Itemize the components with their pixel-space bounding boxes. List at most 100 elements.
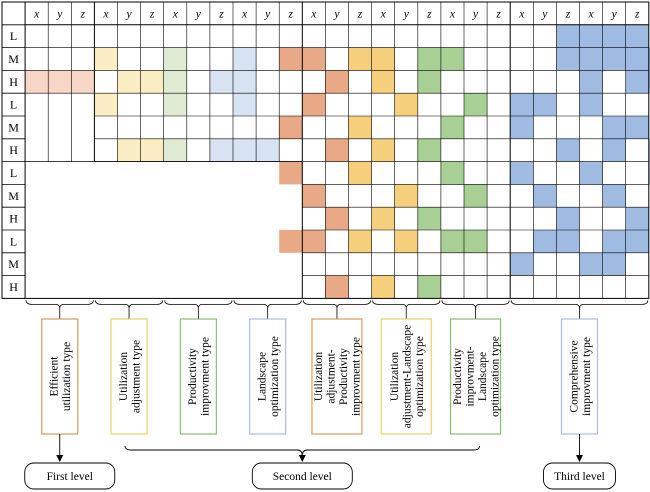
- grid-cell-blue: [533, 230, 557, 253]
- type-box-frame: [449, 318, 502, 435]
- level-box: Third level: [543, 462, 616, 490]
- grid-cell-blue: [579, 161, 603, 185]
- column-header: x: [587, 8, 594, 20]
- type-label-line: Landscape: [477, 352, 489, 401]
- type-label-line: Landscape: [256, 352, 268, 401]
- grid-cell-yellow: [348, 230, 372, 253]
- cell-fills: [25, 24, 650, 299]
- grid-cell-orange: [302, 230, 326, 253]
- column-header: x: [102, 8, 109, 20]
- grid-cell-light-blue: [233, 70, 257, 94]
- grid-cell-blue: [648, 70, 650, 94]
- type-label-line: Productivity: [452, 348, 464, 405]
- grid-cell-light-pink: [71, 70, 95, 94]
- column-header: x: [172, 8, 179, 20]
- type-label-line: optimization type: [489, 336, 501, 417]
- column-header: z: [80, 8, 86, 20]
- row-label: H: [9, 75, 18, 89]
- type-label: Utilizationadjustment-Productivityimprov…: [313, 337, 363, 416]
- type-label-line: adjustment-: [326, 349, 338, 403]
- group-bracket: [233, 300, 302, 309]
- type-box-frame: [311, 318, 363, 435]
- grid-cell-blue: [602, 116, 626, 139]
- grid-cell-green: [417, 275, 441, 299]
- grid-cell-blue: [579, 252, 603, 276]
- grid-cell-yellow: [348, 47, 372, 71]
- grid-cell-blue: [625, 207, 649, 230]
- grid-cell-light-blue: [233, 47, 257, 71]
- row-label: L: [10, 166, 17, 180]
- level-box: First level: [24, 462, 116, 490]
- grid-cell-blue: [510, 93, 534, 116]
- grid-cell-yellow: [394, 230, 418, 253]
- grid-lines: [1, 1, 650, 299]
- grid-cell-blue: [602, 184, 626, 208]
- row-label: H: [9, 212, 18, 226]
- grid-cell-green: [440, 230, 464, 253]
- grid-cell-green: [440, 47, 464, 71]
- level-box-frame: [24, 462, 116, 490]
- grid-cell-orange: [302, 93, 326, 116]
- grid-cell-light-blue: [233, 93, 257, 116]
- grid-cell-light-pink: [25, 70, 49, 94]
- grid-cell-light-green: [163, 47, 187, 71]
- grid-cell-orange: [279, 161, 303, 185]
- row-label: M: [8, 257, 19, 271]
- column-header: y: [611, 8, 618, 20]
- row-label: H: [9, 280, 18, 294]
- grid-cell-blue: [625, 70, 649, 94]
- row-label: L: [10, 98, 17, 112]
- type-label: Utilizationadjustment-Landscapeoptimizat…: [389, 325, 426, 428]
- grid-cell-light-blue: [233, 138, 257, 162]
- column-header: x: [380, 8, 387, 20]
- type-box: Utilizationadjustment type: [110, 318, 148, 435]
- arrow-head-icon: [298, 455, 306, 462]
- grid-cell-light-green: [163, 93, 187, 116]
- group-bracket: [302, 300, 371, 309]
- type-box: Landscapeoptimization type: [249, 318, 287, 435]
- grid-cell-orange: [279, 47, 303, 71]
- grid-cell-blue: [602, 138, 626, 162]
- column-header: y: [541, 8, 548, 20]
- grid-cell-green: [417, 47, 441, 71]
- grid-cell-blue: [556, 230, 580, 253]
- group-bracket: [441, 300, 510, 309]
- level-label: Third level: [554, 471, 605, 483]
- type-label-line: Productivity: [338, 348, 350, 405]
- grid-cell-green: [440, 116, 464, 139]
- grid-cell-light-yellow: [94, 47, 118, 71]
- type-box-frame: [41, 318, 79, 435]
- type-label-line: improvment type: [581, 337, 593, 416]
- grid-cell-blue: [625, 230, 649, 253]
- group-bracket: [164, 300, 233, 309]
- type-label-line: Efficient: [49, 356, 61, 397]
- grid-cell-blue: [556, 47, 580, 71]
- column-header: z: [634, 8, 640, 20]
- level-box-frame: [251, 462, 353, 490]
- column-header: z: [495, 8, 501, 20]
- grid-cell-light-pink: [48, 70, 72, 94]
- grid-cell-blue: [579, 93, 603, 116]
- grid-cell-light-yellow: [140, 138, 164, 162]
- column-header: y: [333, 8, 340, 20]
- column-header: x: [33, 8, 40, 20]
- type-label-line: Utilization: [389, 352, 401, 401]
- column-header: y: [56, 8, 63, 20]
- grid-cell-green: [417, 138, 441, 162]
- type-box: Efficientutilization type: [41, 318, 79, 435]
- grid-cell-green: [440, 161, 464, 185]
- type-label-line: improvment type: [200, 337, 212, 416]
- grid-cell-blue: [602, 252, 626, 276]
- type-label-line: Comprehensive: [568, 340, 580, 412]
- level-box-frame: [543, 462, 616, 490]
- type-box: Productivityimprovment-Landscapeoptimiza…: [449, 318, 502, 435]
- column-header: x: [449, 8, 456, 20]
- grid-cell-orange: [279, 230, 303, 253]
- type-label-line: improvment-: [464, 346, 476, 406]
- grid-cell-blue: [579, 24, 603, 48]
- grid-cell-green: [417, 207, 441, 230]
- column-header: z: [218, 8, 224, 20]
- type-label: Efficientutilization type: [49, 342, 74, 411]
- column-header: z: [288, 8, 294, 20]
- arrow-head-icon: [56, 455, 64, 462]
